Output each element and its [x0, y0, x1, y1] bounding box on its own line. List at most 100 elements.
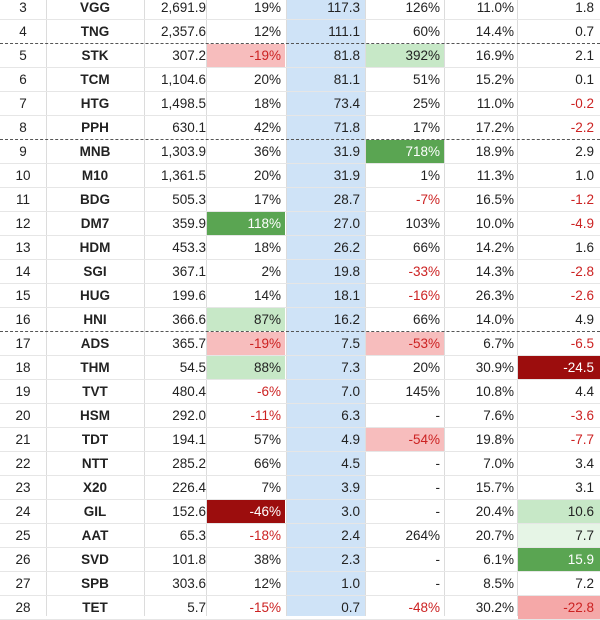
percent-cell[interactable]: 6.1% — [483, 552, 514, 567]
change-cell-1[interactable]: 20% — [253, 168, 281, 183]
percent-cell[interactable]: 7.0% — [483, 456, 514, 471]
value-cell-2[interactable]: 3.1 — [575, 480, 594, 495]
ticker-cell[interactable]: SPB — [81, 576, 109, 591]
ticker-cell[interactable]: HSM — [80, 408, 110, 423]
value-cell-1[interactable]: 1,104.6 — [160, 72, 206, 87]
value-cell-2[interactable]: -22.8 — [518, 596, 600, 619]
highlighted-value-cell[interactable]: 31.9 — [333, 168, 360, 183]
highlighted-value-cell[interactable]: 7.3 — [341, 360, 360, 375]
ticker-cell[interactable]: BDG — [80, 192, 110, 207]
change-cell-2[interactable]: 66% — [412, 240, 440, 255]
change-cell-2[interactable]: - — [435, 576, 441, 591]
change-cell-2[interactable]: 17% — [412, 120, 440, 135]
value-cell-2[interactable]: 7.2 — [575, 576, 594, 591]
highlighted-value-cell[interactable]: 71.8 — [333, 120, 360, 135]
row-number-cell[interactable]: 21 — [15, 432, 31, 447]
value-cell-2[interactable]: 4.4 — [575, 384, 594, 399]
value-cell-2[interactable]: 15.9 — [518, 548, 600, 571]
highlighted-value-cell[interactable]: 0.7 — [341, 600, 360, 615]
change-cell-1[interactable]: -19% — [207, 44, 285, 67]
value-cell-1[interactable]: 359.9 — [172, 216, 206, 231]
value-cell-1[interactable]: 367.1 — [172, 264, 206, 279]
value-cell-2[interactable]: 10.6 — [518, 500, 600, 523]
percent-cell[interactable]: 7.6% — [483, 408, 514, 423]
highlighted-value-cell[interactable]: 18.1 — [333, 288, 360, 303]
change-cell-1[interactable]: 12% — [253, 24, 281, 39]
percent-cell[interactable]: 10.8% — [475, 384, 514, 399]
highlighted-value-cell[interactable]: 81.1 — [333, 72, 360, 87]
value-cell-2[interactable]: 1.6 — [575, 240, 594, 255]
ticker-cell[interactable]: TVT — [82, 384, 108, 399]
change-cell-1[interactable]: 18% — [253, 96, 281, 111]
value-cell-1[interactable]: 1,303.9 — [160, 144, 206, 159]
change-cell-2[interactable]: - — [435, 504, 441, 519]
value-cell-2[interactable]: -24.5 — [518, 356, 600, 379]
change-cell-1[interactable]: 17% — [253, 192, 281, 207]
row-number-cell[interactable]: 22 — [15, 456, 31, 471]
percent-cell[interactable]: 17.2% — [475, 120, 514, 135]
value-cell-1[interactable]: 307.2 — [172, 48, 206, 63]
change-cell-2[interactable]: 25% — [412, 96, 440, 111]
change-cell-1[interactable]: -18% — [249, 528, 281, 543]
change-cell-1[interactable]: 118% — [207, 212, 285, 235]
change-cell-1[interactable]: 18% — [253, 240, 281, 255]
value-cell-1[interactable]: 366.6 — [172, 312, 206, 327]
row-number-cell[interactable]: 25 — [15, 528, 31, 543]
percent-cell[interactable]: 14.4% — [475, 24, 514, 39]
percent-cell[interactable]: 6.7% — [483, 336, 514, 351]
change-cell-1[interactable]: -19% — [207, 332, 285, 355]
value-cell-1[interactable]: 54.5 — [179, 360, 206, 375]
highlighted-value-cell[interactable]: 3.0 — [341, 504, 360, 519]
percent-cell[interactable]: 30.9% — [475, 360, 514, 375]
percent-cell[interactable]: 10.0% — [475, 216, 514, 231]
value-cell-1[interactable]: 480.4 — [172, 384, 206, 399]
change-cell-1[interactable]: -6% — [256, 384, 281, 399]
percent-cell[interactable]: 11.0% — [476, 96, 514, 111]
ticker-cell[interactable]: SVD — [81, 552, 109, 567]
percent-cell[interactable]: 8.5% — [483, 576, 514, 591]
value-cell-2[interactable]: 1.8 — [575, 0, 594, 15]
change-cell-2[interactable]: - — [435, 456, 441, 471]
row-number-cell[interactable]: 24 — [15, 504, 31, 519]
value-cell-2[interactable]: -4.9 — [570, 216, 594, 231]
highlighted-value-cell[interactable]: 19.8 — [333, 264, 360, 279]
row-number-cell[interactable]: 10 — [15, 168, 31, 183]
value-cell-1[interactable]: 2,357.6 — [160, 24, 206, 39]
value-cell-1[interactable]: 1,498.5 — [160, 96, 206, 111]
value-cell-1[interactable]: 630.1 — [172, 120, 206, 135]
value-cell-2[interactable]: -2.2 — [570, 120, 594, 135]
percent-cell[interactable]: 14.3% — [475, 264, 514, 279]
ticker-cell[interactable]: GIL — [83, 504, 107, 519]
ticker-cell[interactable]: TCM — [80, 72, 110, 87]
value-cell-2[interactable]: -0.2 — [570, 96, 594, 111]
value-cell-1[interactable]: 199.6 — [172, 288, 206, 303]
highlighted-value-cell[interactable]: 2.3 — [341, 552, 360, 567]
change-cell-2[interactable]: 126% — [405, 0, 440, 15]
ticker-cell[interactable]: SGI — [83, 264, 107, 279]
value-cell-2[interactable]: -2.8 — [570, 264, 594, 279]
highlighted-value-cell[interactable]: 7.0 — [341, 384, 360, 399]
value-cell-2[interactable]: -6.5 — [570, 336, 594, 351]
highlighted-value-cell[interactable]: 3.9 — [341, 480, 360, 495]
change-cell-1[interactable]: 20% — [253, 72, 281, 87]
ticker-cell[interactable]: STK — [81, 48, 109, 63]
row-number-cell[interactable]: 14 — [15, 264, 31, 279]
row-number-cell[interactable]: 3 — [19, 0, 27, 15]
change-cell-2[interactable]: -48% — [408, 600, 440, 615]
change-cell-2[interactable]: 718% — [366, 140, 444, 163]
change-cell-1[interactable]: 2% — [261, 264, 281, 279]
highlighted-value-cell[interactable]: 4.5 — [341, 456, 360, 471]
value-cell-1[interactable]: 5.7 — [187, 600, 206, 615]
row-number-cell[interactable]: 9 — [19, 144, 27, 159]
row-number-cell[interactable]: 11 — [15, 192, 30, 207]
ticker-cell[interactable]: HDM — [79, 240, 111, 255]
percent-cell[interactable]: 14.2% — [475, 240, 514, 255]
change-cell-1[interactable]: 7% — [261, 480, 281, 495]
ticker-cell[interactable]: PPH — [81, 120, 109, 135]
row-number-cell[interactable]: 23 — [15, 480, 31, 495]
row-number-cell[interactable]: 18 — [15, 360, 31, 375]
ticker-cell[interactable]: TET — [82, 600, 108, 615]
row-number-cell[interactable]: 12 — [15, 216, 31, 231]
value-cell-1[interactable]: 101.8 — [172, 552, 206, 567]
highlighted-value-cell[interactable]: 26.2 — [333, 240, 360, 255]
